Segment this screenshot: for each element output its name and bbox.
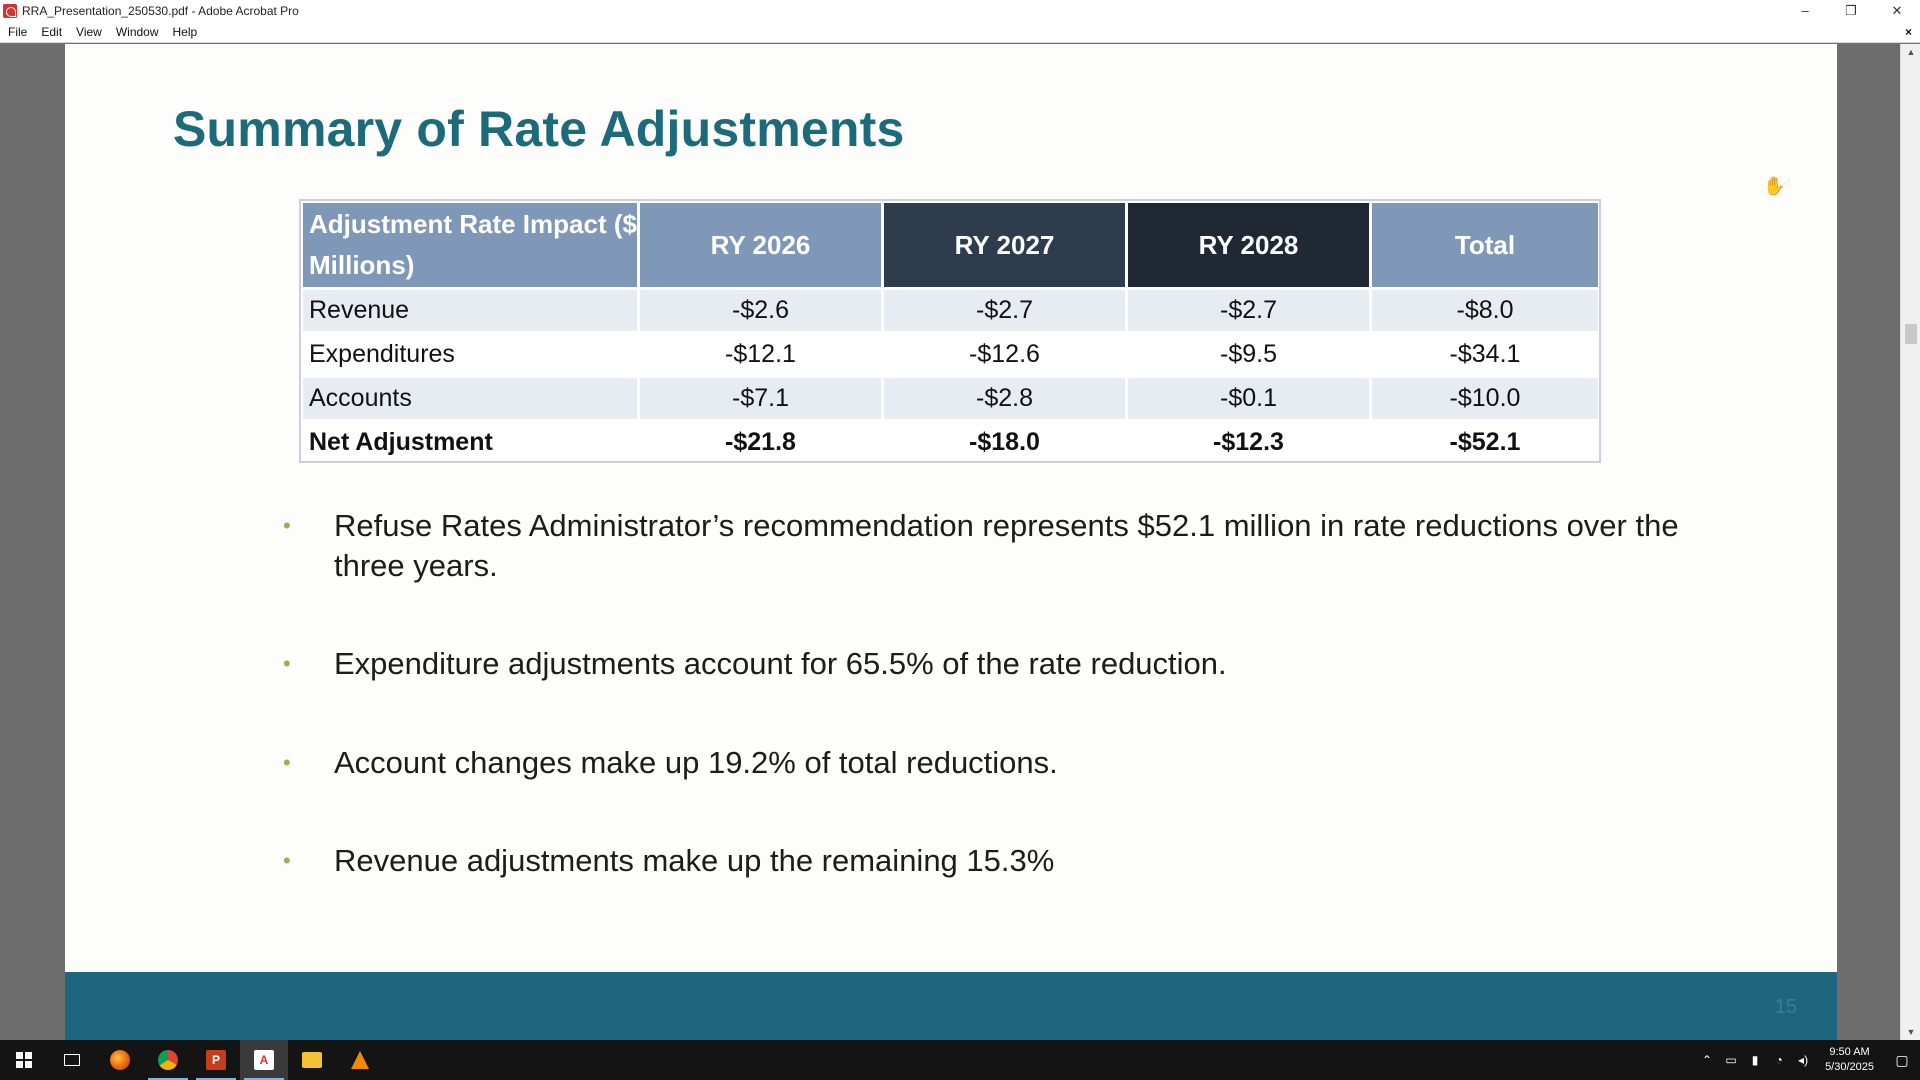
- slide-page: Summary of Rate Adjustments ✋ Adjustment…: [65, 44, 1837, 1040]
- bullet-icon: •: [283, 750, 291, 775]
- bullet-icon: •: [283, 848, 291, 873]
- battery-icon[interactable]: ▮: [1751, 1053, 1759, 1067]
- vlc-button[interactable]: [336, 1040, 384, 1080]
- bullet-list: • Refuse Rates Administrator’s recommend…: [283, 506, 1683, 881]
- chrome-icon: [158, 1050, 178, 1070]
- slide-footer-band: 15: [65, 972, 1837, 1040]
- minimize-button[interactable]: –: [1801, 3, 1809, 18]
- cell-total: -$10.0: [1372, 378, 1598, 419]
- bullet-icon: •: [283, 651, 291, 676]
- menu-view[interactable]: View: [76, 24, 102, 39]
- menu-file[interactable]: File: [8, 24, 28, 39]
- device-icon[interactable]: ▭: [1725, 1053, 1737, 1067]
- row-label: Accounts: [303, 378, 637, 419]
- list-item: • Refuse Rates Administrator’s recommend…: [283, 506, 1683, 586]
- cell-ry2026: -$2.6: [640, 290, 881, 331]
- cell-ry2026: -$12.1: [640, 334, 881, 375]
- system-tray: ⌃ ▭ ▮ ◔ ◂) 9:50 AM 5/30/2025 ▢: [1695, 1040, 1920, 1080]
- cell-ry2027: -$2.8: [884, 378, 1125, 419]
- page-number: 15: [1774, 996, 1797, 1018]
- cell-ry2027: -$18.0: [884, 422, 1125, 463]
- bullet-icon: •: [283, 513, 291, 538]
- bullet-text: Account changes make up 19.2% of total r…: [334, 745, 1058, 780]
- powerpoint-button[interactable]: P: [192, 1040, 240, 1080]
- table-header-row: Adjustment Rate Impact ($ Millions) RY 2…: [303, 203, 1598, 287]
- table-header-total: Total: [1372, 203, 1598, 287]
- acrobat-taskbar-icon: A: [254, 1050, 274, 1070]
- table-header-ry2028: RY 2028: [1128, 203, 1369, 287]
- cell-ry2028: -$2.7: [1128, 290, 1369, 331]
- row-label: Expenditures: [303, 334, 637, 375]
- close-document-button[interactable]: ×: [1904, 24, 1912, 39]
- bullet-text: Revenue adjustments make up the remainin…: [334, 843, 1055, 878]
- bullet-text: Refuse Rates Administrator’s recommendat…: [334, 508, 1679, 583]
- file-explorer-button[interactable]: [288, 1040, 336, 1080]
- close-button[interactable]: ✕: [1891, 2, 1903, 18]
- windows-icon: [16, 1052, 32, 1068]
- network-icon[interactable]: ◔: [1775, 1053, 1783, 1067]
- table-header-ry2026: RY 2026: [640, 203, 881, 287]
- taskbar: P A ⌃ ▭ ▮ ◔ ◂) 9:50 AM 5/30/2025 ▢: [0, 1040, 1920, 1080]
- scroll-down-icon[interactable]: ▼: [1906, 1027, 1916, 1037]
- title-bar: RRA_Presentation_250530.pdf - Adobe Acro…: [0, 0, 1920, 21]
- volume-icon[interactable]: ◂): [1798, 1053, 1809, 1067]
- bullet-text: Expenditure adjustments account for 65.5…: [334, 646, 1227, 681]
- clock-date: 5/30/2025: [1825, 1061, 1874, 1073]
- clock[interactable]: 9:50 AM 5/30/2025: [1815, 1045, 1884, 1075]
- table-header-ry2027: RY 2027: [884, 203, 1125, 287]
- acrobat-icon: [3, 3, 17, 18]
- task-view-icon: [64, 1054, 80, 1066]
- menu-edit[interactable]: Edit: [41, 24, 63, 39]
- menu-window[interactable]: Window: [115, 24, 159, 39]
- acrobat-button[interactable]: A: [240, 1040, 288, 1080]
- notification-icon[interactable]: ▢: [1895, 1051, 1909, 1068]
- slide-title: Summary of Rate Adjustments: [173, 101, 905, 157]
- hand-cursor-icon: ✋: [1763, 176, 1786, 196]
- start-button[interactable]: [0, 1040, 48, 1080]
- cell-ry2027: -$2.7: [884, 290, 1125, 331]
- table-row: Expenditures -$12.1 -$12.6 -$9.5 -$34.1: [303, 334, 1598, 375]
- cell-ry2027: -$12.6: [884, 334, 1125, 375]
- folder-icon: [302, 1052, 322, 1068]
- row-label: Net Adjustment: [303, 422, 637, 463]
- row-label: Revenue: [303, 290, 637, 331]
- list-item: • Account changes make up 19.2% of total…: [283, 743, 1683, 783]
- cell-ry2028: -$12.3: [1128, 422, 1369, 463]
- scroll-up-icon[interactable]: ▲: [1906, 47, 1916, 57]
- chrome-button[interactable]: [144, 1040, 192, 1080]
- clock-time: 9:50 AM: [1829, 1046, 1870, 1058]
- rate-adjustment-table: Adjustment Rate Impact ($ Millions) RY 2…: [300, 200, 1601, 466]
- scroll-thumb[interactable]: [1905, 324, 1917, 344]
- restore-button[interactable]: ❐: [1845, 2, 1857, 18]
- cell-ry2028: -$9.5: [1128, 334, 1369, 375]
- cell-total: -$52.1: [1372, 422, 1598, 463]
- task-view-button[interactable]: [48, 1040, 96, 1080]
- table-row: Accounts -$7.1 -$2.8 -$0.1 -$10.0: [303, 378, 1598, 419]
- table-row: Revenue -$2.6 -$2.7 -$2.7 -$8.0: [303, 290, 1598, 331]
- window-title: RRA_Presentation_250530.pdf - Adobe Acro…: [22, 3, 299, 18]
- cell-ry2026: -$7.1: [640, 378, 881, 419]
- list-item: • Expenditure adjustments account for 65…: [283, 644, 1683, 684]
- vlc-icon: [351, 1051, 369, 1069]
- table-row-net-adjustment: Net Adjustment -$21.8 -$18.0 -$12.3 -$52…: [303, 422, 1598, 463]
- cell-total: -$8.0: [1372, 290, 1598, 331]
- firefox-button[interactable]: [96, 1040, 144, 1080]
- cell-total: -$34.1: [1372, 334, 1598, 375]
- cell-ry2028: -$0.1: [1128, 378, 1369, 419]
- cell-ry2026: -$21.8: [640, 422, 881, 463]
- table-header-label: Adjustment Rate Impact ($ Millions): [303, 203, 637, 287]
- menu-help[interactable]: Help: [172, 24, 198, 39]
- menu-bar: File Edit View Window Help ×: [0, 21, 1920, 43]
- powerpoint-icon: P: [206, 1050, 226, 1070]
- firefox-icon: [110, 1050, 130, 1070]
- vertical-scrollbar[interactable]: ▲ ▼: [1900, 44, 1920, 1040]
- chevron-up-icon[interactable]: ⌃: [1702, 1053, 1713, 1067]
- list-item: • Revenue adjustments make up the remain…: [283, 841, 1683, 881]
